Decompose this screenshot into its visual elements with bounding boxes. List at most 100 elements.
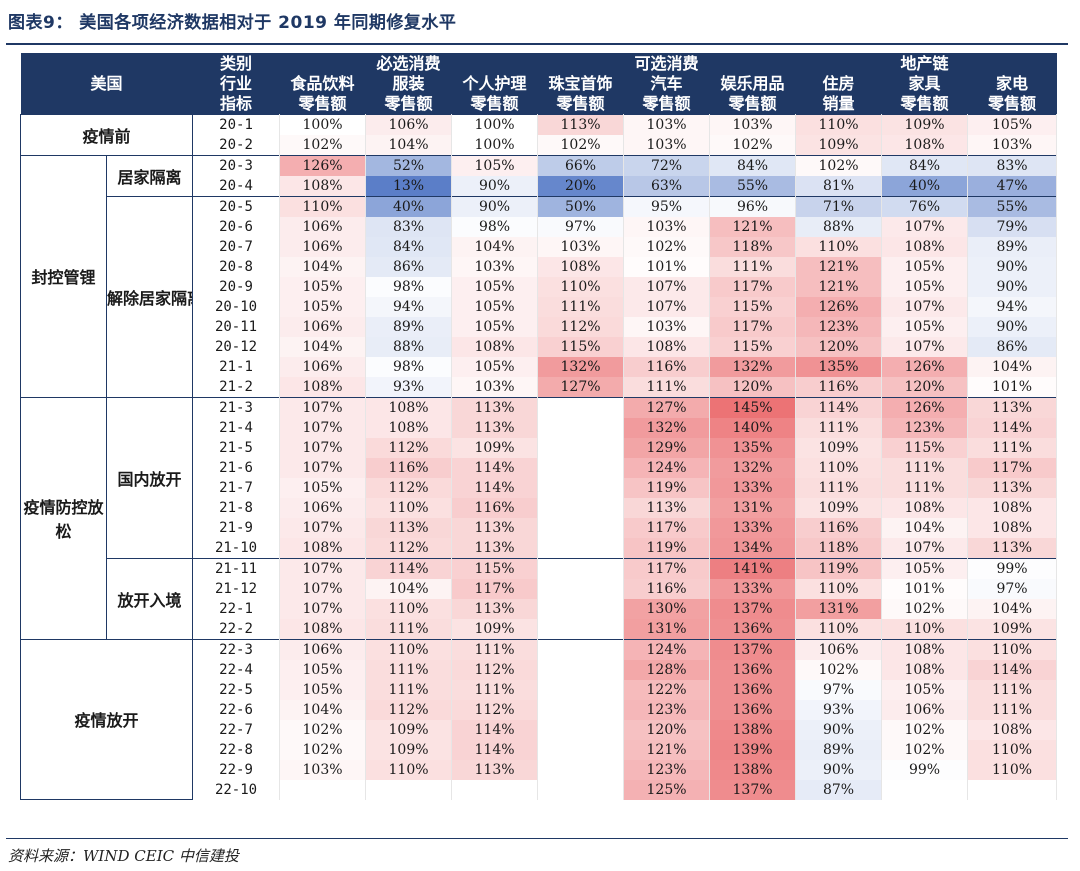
value-cell: 114% <box>451 457 539 478</box>
value-cell <box>967 779 1058 800</box>
period-cell: 22-5 <box>192 679 281 700</box>
value-cell: 138% <box>709 759 797 780</box>
value-cell <box>537 618 625 639</box>
period-cell: 22-7 <box>192 719 281 740</box>
header-row2-col3: 个人护理 <box>451 73 538 93</box>
value-cell: 113% <box>967 537 1058 558</box>
value-cell: 107% <box>881 216 969 237</box>
value-cell: 106% <box>279 356 367 377</box>
value-cell: 114% <box>967 659 1058 680</box>
value-cell <box>537 537 625 558</box>
value-cell <box>365 779 453 800</box>
value-cell: 102% <box>537 134 625 155</box>
value-cell: 116% <box>451 497 539 518</box>
value-cell: 118% <box>709 236 797 257</box>
value-cell: 113% <box>967 477 1058 498</box>
value-cell: 103% <box>623 134 711 155</box>
value-cell: 104% <box>451 236 539 257</box>
header-row3-col1: 零售额 <box>279 93 366 114</box>
table-row: 21-6 107% 116% 114% 124% 132% 110% 111% 117% <box>21 457 1058 478</box>
value-cell: 126% <box>881 356 969 377</box>
value-cell: 105% <box>279 659 367 680</box>
value-cell: 109% <box>881 113 969 135</box>
value-cell: 114% <box>795 396 883 418</box>
value-cell: 116% <box>795 517 883 538</box>
value-cell: 131% <box>795 598 883 619</box>
value-cell: 114% <box>451 739 539 760</box>
value-cell <box>537 759 625 780</box>
header-row3-col6: 零售额 <box>709 93 796 114</box>
period-cell: 22-2 <box>192 618 281 639</box>
header-row2-col7: 住房 <box>795 73 882 93</box>
value-cell: 108% <box>967 497 1058 518</box>
value-cell: 89% <box>795 739 883 760</box>
header-row3-col2: 零售额 <box>365 93 452 114</box>
table-row: 21-4 107% 108% 113% 132% 140% 111% 123% 114% <box>21 417 1058 438</box>
value-cell: 50% <box>537 195 625 217</box>
value-cell: 104% <box>365 578 453 599</box>
value-cell: 123% <box>623 759 711 780</box>
value-cell: 112% <box>451 699 539 720</box>
period-cell: 20-7 <box>192 236 281 257</box>
value-cell: 113% <box>537 113 625 135</box>
value-cell: 103% <box>451 376 539 397</box>
value-cell: 108% <box>881 134 969 155</box>
value-cell: 117% <box>709 276 797 297</box>
value-cell <box>537 719 625 740</box>
value-cell: 110% <box>795 618 883 639</box>
value-cell: 105% <box>881 256 969 277</box>
value-cell <box>537 477 625 498</box>
value-cell <box>537 659 625 680</box>
value-cell: 110% <box>795 457 883 478</box>
value-cell: 103% <box>623 113 711 135</box>
value-cell: 101% <box>967 376 1058 397</box>
table-row: 20-4 108% 13% 90% 20% 63% 55% 81% 40% 47% <box>21 175 1058 196</box>
value-cell: 76% <box>881 195 969 217</box>
table-row: 疫情前 20-1 100% 106% 100% 113% 103% 103% 110% 109% 1… <box>19 113 1058 156</box>
value-cell: 133% <box>709 477 797 498</box>
period-cell: 22-1 <box>192 598 281 619</box>
value-cell: 124% <box>623 638 711 660</box>
value-cell: 110% <box>967 638 1058 660</box>
period-cell: 20-4 <box>192 175 281 196</box>
header-row1-col0: 类别 <box>192 53 280 73</box>
header-row3-col8: 零售额 <box>881 93 968 114</box>
value-cell: 102% <box>881 598 969 619</box>
value-cell: 105% <box>451 316 539 337</box>
table-row: 21-9 107% 113% 113% 117% 133% 116% 104% 108% <box>21 517 1058 538</box>
table-row: 21-2 108% 93% 103% 127% 111% 120% 116% 120% 101% <box>21 376 1058 397</box>
period-cell: 20-1 <box>192 113 281 135</box>
value-cell: 114% <box>967 417 1058 438</box>
value-cell: 119% <box>795 557 883 579</box>
table-row: 21-1 106% 98% 105% 132% 116% 132% 135% 126% 104% <box>21 356 1058 377</box>
value-cell: 55% <box>967 195 1058 217</box>
period-cell: 21-8 <box>192 497 281 518</box>
subgroup-label: 国内放开 <box>105 396 194 559</box>
value-cell: 139% <box>709 739 797 760</box>
value-cell: 108% <box>279 376 367 397</box>
value-cell <box>537 699 625 720</box>
value-cell: 105% <box>881 316 969 337</box>
value-cell: 112% <box>365 477 453 498</box>
value-cell: 86% <box>967 336 1058 357</box>
value-cell: 99% <box>881 759 969 780</box>
value-cell: 104% <box>967 598 1058 619</box>
value-cell: 55% <box>709 175 797 196</box>
value-cell <box>537 598 625 619</box>
header-row2-col6: 娱乐用品 <box>709 73 796 93</box>
table-row: 22-7 102% 109% 114% 120% 138% 90% 102% 108% <box>21 719 1058 740</box>
value-cell: 108% <box>279 618 367 639</box>
value-cell: 83% <box>967 154 1058 176</box>
value-cell: 127% <box>537 376 625 397</box>
header-row3-col9: 零售额 <box>967 93 1057 114</box>
value-cell: 111% <box>365 679 453 700</box>
value-cell: 119% <box>623 477 711 498</box>
value-cell: 107% <box>279 598 367 619</box>
value-cell: 126% <box>279 154 367 176</box>
value-cell: 120% <box>709 376 797 397</box>
value-cell: 105% <box>881 276 969 297</box>
value-cell: 108% <box>881 236 969 257</box>
header-row3-col4: 零售额 <box>537 93 624 114</box>
value-cell: 110% <box>795 236 883 257</box>
value-cell: 111% <box>881 457 969 478</box>
